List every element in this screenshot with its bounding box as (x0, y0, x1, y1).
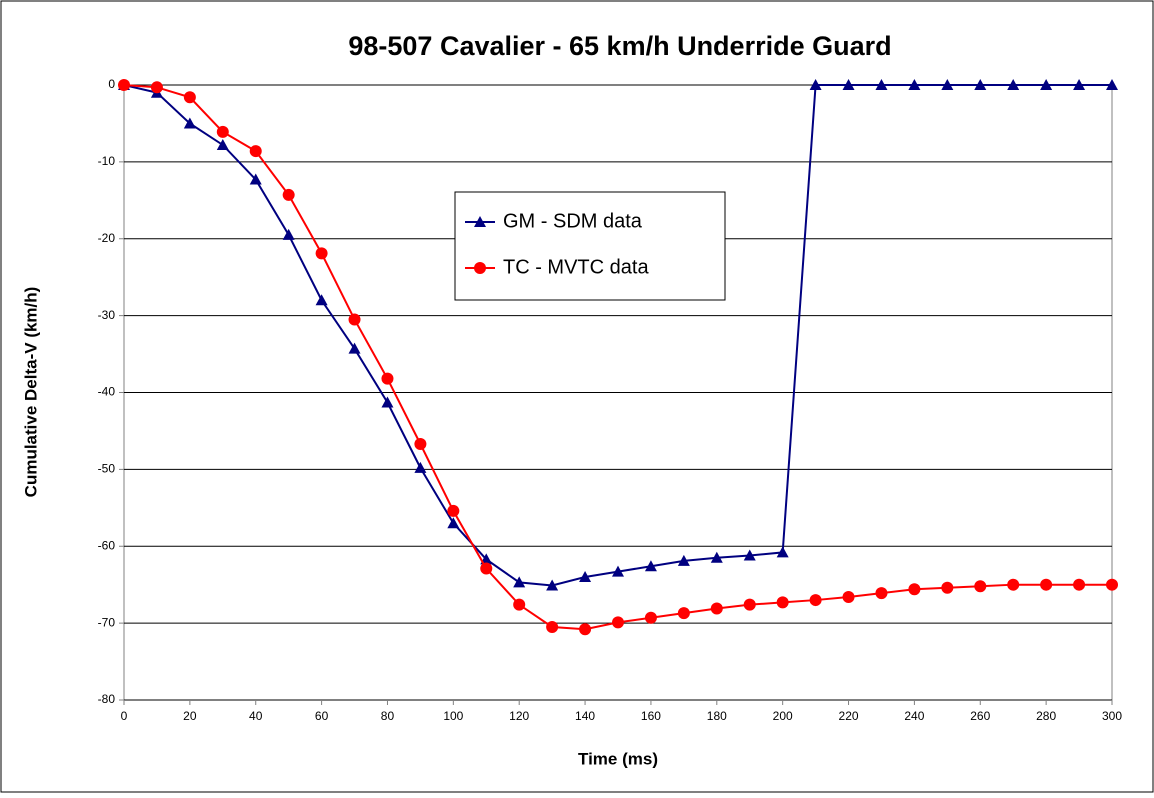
marker (809, 594, 822, 607)
marker (513, 598, 526, 611)
y-tick-label: -30 (98, 308, 116, 322)
marker (216, 138, 229, 150)
marker (776, 596, 789, 609)
y-tick-label: -80 (98, 692, 116, 706)
marker (1007, 79, 1020, 90)
marker (612, 616, 624, 629)
x-tick-label: 140 (575, 709, 595, 723)
marker (282, 188, 295, 201)
marker (414, 461, 427, 473)
marker (842, 79, 855, 90)
marker (381, 396, 394, 408)
x-tick-label: 240 (904, 709, 924, 723)
marker (249, 173, 262, 185)
marker (941, 79, 954, 90)
marker (677, 554, 690, 566)
marker (1040, 578, 1053, 591)
x-tick-label: 200 (773, 709, 793, 723)
x-tick-label: 80 (381, 709, 395, 723)
x-tick-label: 180 (707, 709, 727, 723)
marker (118, 79, 130, 91)
marker (1040, 79, 1053, 90)
y-tick-label: -60 (98, 538, 116, 552)
marker (447, 517, 460, 529)
marker (1073, 79, 1086, 90)
marker (875, 79, 888, 90)
marker (677, 607, 690, 620)
x-tick-label: 300 (1102, 709, 1122, 723)
legend-label: GM - SDM data (503, 210, 643, 232)
marker (644, 560, 657, 572)
marker (743, 549, 756, 561)
marker (447, 504, 460, 517)
marker (282, 228, 295, 240)
marker (546, 579, 559, 591)
x-axis-label: Time (ms) (578, 749, 658, 768)
marker (348, 342, 361, 354)
marker (546, 620, 559, 633)
marker (809, 79, 822, 90)
y-axis-label: Cumulative Delta-V (km/h) (21, 287, 40, 498)
marker (348, 313, 361, 326)
marker (612, 565, 624, 577)
marker (474, 216, 486, 227)
marker (474, 262, 486, 274)
marker (842, 590, 855, 603)
marker (1007, 578, 1020, 591)
marker (513, 576, 526, 588)
x-tick-label: 20 (183, 709, 197, 723)
marker (1073, 578, 1086, 591)
x-tick-label: 0 (121, 709, 128, 723)
marker (743, 598, 756, 611)
marker (974, 580, 987, 593)
marker (183, 117, 196, 129)
y-tick-label: -70 (98, 615, 116, 629)
marker (974, 79, 987, 90)
chart-title: 98-507 Cavalier - 65 km/h Underride Guar… (348, 31, 891, 61)
x-tick-label: 60 (315, 709, 329, 723)
marker (150, 81, 163, 94)
marker (414, 438, 427, 451)
y-tick-label: -40 (98, 385, 116, 399)
marker (579, 571, 592, 582)
marker (381, 372, 394, 385)
marker (776, 546, 789, 558)
x-tick-label: 160 (641, 709, 661, 723)
x-tick-label: 220 (839, 709, 859, 723)
marker (908, 79, 921, 90)
y-tick-label: -10 (98, 154, 116, 168)
marker (710, 602, 723, 615)
marker (908, 583, 921, 596)
marker (480, 562, 493, 575)
y-tick-label: 0 (108, 77, 115, 91)
marker (644, 611, 657, 624)
marker (1106, 79, 1118, 90)
legend-label: TC - MVTC data (503, 256, 649, 278)
x-tick-label: 280 (1036, 709, 1056, 723)
marker (315, 294, 328, 306)
x-tick-label: 260 (970, 709, 990, 723)
marker (941, 581, 954, 594)
legend-box (454, 191, 726, 301)
marker (579, 623, 592, 636)
y-tick-label: -20 (98, 231, 116, 245)
marker (710, 551, 723, 563)
marker (315, 247, 328, 260)
y-tick-label: -50 (98, 462, 116, 476)
marker (1106, 578, 1118, 591)
x-tick-label: 100 (443, 709, 463, 723)
x-tick-label: 120 (509, 709, 529, 723)
marker (249, 145, 262, 158)
marker (875, 587, 888, 600)
marker (216, 125, 229, 138)
x-tick-label: 40 (249, 709, 263, 723)
marker (183, 91, 196, 104)
